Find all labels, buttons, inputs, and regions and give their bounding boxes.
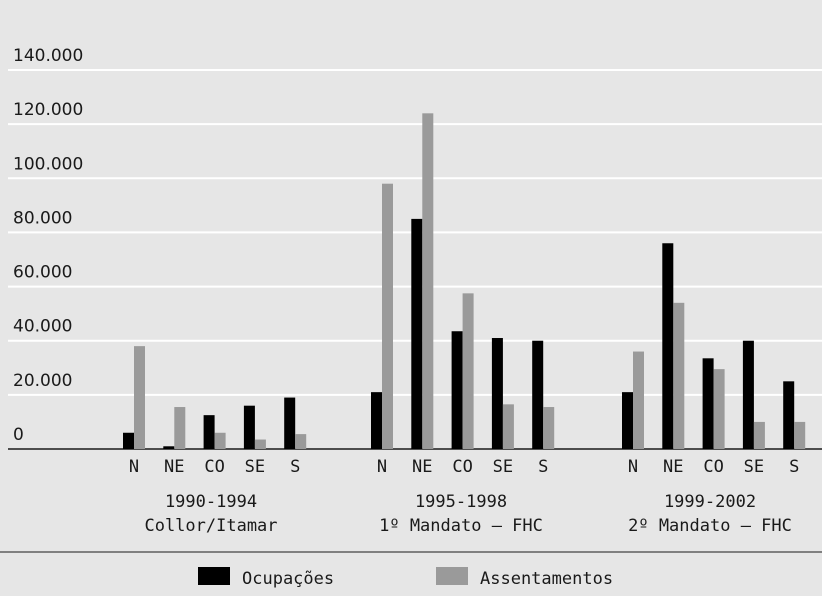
x-category-label: CO xyxy=(703,457,723,477)
y-tick-label-3: 60.000 xyxy=(13,263,72,283)
bar-ocupacoes-2-3 xyxy=(742,340,754,449)
bar-assentamentos-2-1 xyxy=(673,302,685,449)
x-category-label: S xyxy=(789,457,799,477)
legend-swatch-1 xyxy=(436,567,468,585)
x-category-label: S xyxy=(538,457,548,477)
bar-ocupacoes-0-4 xyxy=(284,397,296,449)
x-category-label: S xyxy=(290,457,300,477)
bar-ocupacoes-1-2 xyxy=(451,331,463,449)
y-tick-label-7: 140.000 xyxy=(13,46,83,66)
period-sublabel: Collor/Itamar xyxy=(144,516,277,536)
x-category-label: N xyxy=(129,457,139,477)
bar-ocupacoes-2-2 xyxy=(702,358,714,449)
bar-assentamentos-0-4 xyxy=(295,434,307,449)
bar-ocupacoes-0-1 xyxy=(163,446,175,449)
bar-ocupacoes-0-2 xyxy=(203,415,215,449)
bar-assentamentos-1-3 xyxy=(502,404,514,449)
x-category-label: SE xyxy=(493,457,513,477)
bar-assentamentos-2-4 xyxy=(794,421,806,449)
y-tick-label-4: 80.000 xyxy=(13,208,72,228)
bar-ocupacoes-1-3 xyxy=(491,338,503,449)
y-tick-label-5: 100.000 xyxy=(13,154,83,174)
y-tick-label-1: 20.000 xyxy=(13,371,72,391)
bar-ocupacoes-2-1 xyxy=(662,243,674,449)
bar-ocupacoes-0-0 xyxy=(123,432,134,449)
bar-assentamentos-1-2 xyxy=(462,293,474,449)
bar-assentamentos-0-1 xyxy=(174,407,186,449)
x-category-label: NE xyxy=(164,457,184,477)
bar-assentamentos-2-0 xyxy=(633,351,644,449)
y-tick-label-0: 0 xyxy=(13,425,24,445)
y-tick-label-2: 40.000 xyxy=(13,317,72,337)
bar-assentamentos-0-3 xyxy=(254,439,266,449)
legend-label-0: Ocupações xyxy=(242,569,334,589)
bar-ocupacoes-2-4 xyxy=(783,381,795,449)
period-sublabel: 1º Mandato – FHC xyxy=(379,516,543,536)
x-category-label: SE xyxy=(744,457,764,477)
x-category-label: CO xyxy=(452,457,472,477)
bar-assentamentos-0-2 xyxy=(214,432,226,449)
x-category-label: SE xyxy=(245,457,265,477)
bar-ocupacoes-2-0 xyxy=(622,392,633,449)
bar-assentamentos-1-1 xyxy=(422,113,434,450)
bar-ocupacoes-1-4 xyxy=(532,340,544,449)
x-category-label: N xyxy=(377,457,387,477)
bar-assentamentos-1-4 xyxy=(543,407,555,449)
x-category-label: NE xyxy=(663,457,683,477)
x-category-label: NE xyxy=(412,457,432,477)
bar-ocupacoes-1-1 xyxy=(411,218,423,449)
x-category-label: CO xyxy=(204,457,224,477)
period-label: 1999-2002 xyxy=(664,492,756,512)
y-tick-label-6: 120.000 xyxy=(13,100,83,120)
bar-assentamentos-0-0 xyxy=(134,346,145,449)
period-label: 1990-1994 xyxy=(165,492,257,512)
x-category-label: N xyxy=(628,457,638,477)
legend-swatch-0 xyxy=(198,567,230,585)
bar-assentamentos-2-2 xyxy=(713,369,725,449)
period-label: 1995-1998 xyxy=(415,492,507,512)
bar-ocupacoes-1-0 xyxy=(371,392,382,449)
bar-ocupacoes-0-3 xyxy=(243,405,255,449)
bar-assentamentos-1-0 xyxy=(382,183,393,449)
bar-assentamentos-2-3 xyxy=(753,421,765,449)
legend-label-1: Assentamentos xyxy=(480,569,613,589)
period-sublabel: 2º Mandato – FHC xyxy=(628,516,792,536)
